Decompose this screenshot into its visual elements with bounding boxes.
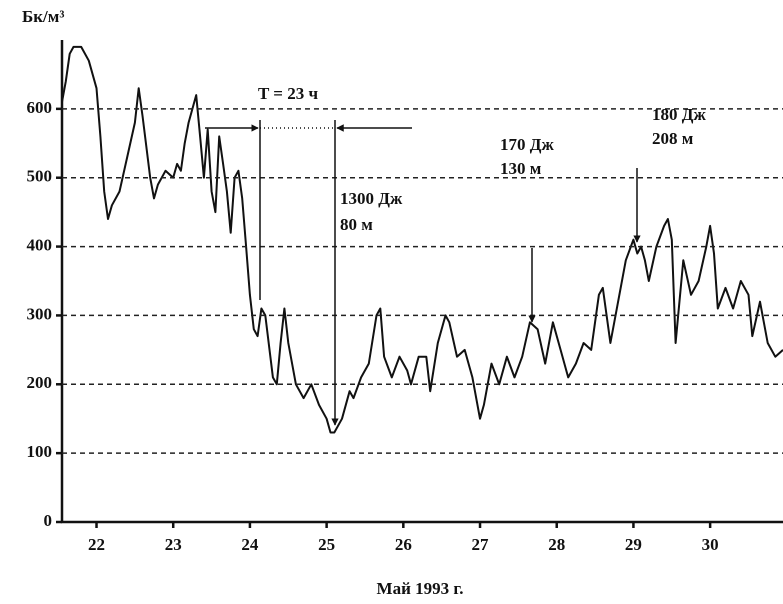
x-tick-label: 27 bbox=[472, 535, 490, 554]
annotation: 80 м bbox=[340, 215, 373, 234]
x-tick-label: 28 bbox=[548, 535, 565, 554]
annotation: 170 Дж bbox=[500, 135, 554, 154]
y-tick-label: 600 bbox=[27, 98, 53, 117]
x-tick-label: 25 bbox=[318, 535, 335, 554]
annotation: 208 м bbox=[652, 129, 694, 148]
y-tick-label: 300 bbox=[27, 304, 53, 323]
x-tick-label: 23 bbox=[165, 535, 182, 554]
annotation: 1300 Дж bbox=[340, 189, 403, 208]
x-axis-label: Май 1993 г. bbox=[377, 579, 464, 598]
annotation: 180 Дж bbox=[652, 105, 706, 124]
y-tick-label: 100 bbox=[27, 442, 53, 461]
annotation: T = 23 ч bbox=[258, 84, 318, 103]
y-tick-label: 200 bbox=[27, 373, 53, 392]
x-tick-label: 26 bbox=[395, 535, 412, 554]
y-tick-label: 0 bbox=[44, 511, 53, 530]
annotation: 130 м bbox=[500, 159, 542, 178]
y-tick-label: 400 bbox=[27, 235, 53, 254]
x-tick-label: 30 bbox=[702, 535, 719, 554]
data-line bbox=[61, 45, 783, 434]
x-tick-label: 22 bbox=[88, 535, 105, 554]
x-tick-label: 24 bbox=[241, 535, 259, 554]
x-tick-label: 29 bbox=[625, 535, 642, 554]
y-axis-label: Бк/м³ bbox=[22, 7, 64, 26]
y-tick-label: 500 bbox=[27, 167, 53, 186]
